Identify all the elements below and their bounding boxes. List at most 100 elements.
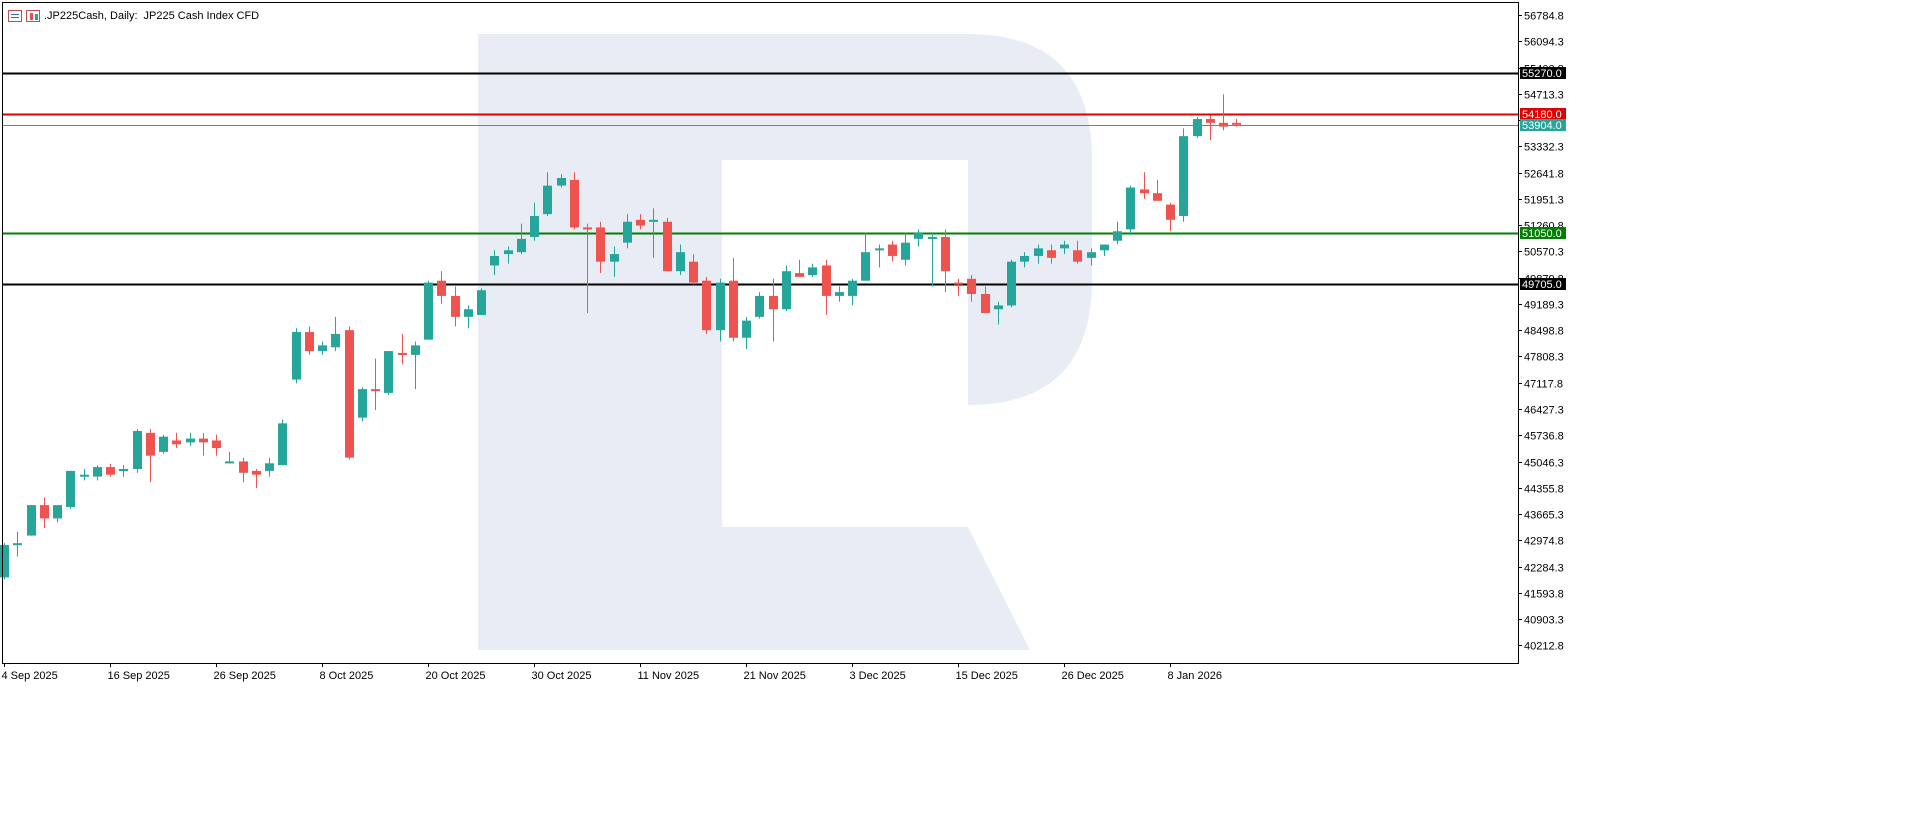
level-price-tag-text: 53904.0 (1522, 120, 1562, 132)
x-tick-label: 21 Nov 2025 (744, 670, 806, 682)
y-tick-label: 42284.3 (1524, 563, 1564, 575)
candle (331, 316, 340, 352)
y-tick-label: 41593.8 (1524, 589, 1564, 601)
candle (702, 276, 711, 334)
candle (424, 280, 433, 340)
y-tick-label: 46427.3 (1524, 405, 1564, 417)
candle (93, 465, 102, 481)
candle-body (186, 438, 195, 443)
candle-body (782, 271, 791, 310)
candle (875, 244, 884, 268)
candle (755, 292, 764, 319)
candle-body (888, 244, 897, 256)
candle (649, 208, 658, 258)
y-tick-label: 47808.3 (1524, 352, 1564, 364)
candle (451, 286, 460, 327)
candle (530, 202, 539, 241)
candle (914, 229, 923, 247)
candle-body (199, 438, 208, 443)
candle (504, 246, 513, 264)
candle-body (557, 177, 566, 186)
candle-body (755, 295, 764, 317)
watermark-counter (722, 160, 968, 405)
candle (53, 505, 62, 523)
candle (80, 468, 89, 481)
candle-body (967, 278, 976, 295)
level-price-tag-bg (1520, 67, 1566, 79)
candle (1087, 248, 1096, 266)
candle (384, 351, 393, 395)
level-price-tag-text: 51050.0 (1522, 228, 1562, 240)
candle (1126, 185, 1135, 236)
candle-body (93, 467, 102, 477)
chart-list-icon[interactable] (8, 10, 22, 22)
candle (437, 271, 446, 304)
candle (305, 326, 314, 355)
candle (239, 457, 248, 483)
level-price-tag-text: 49705.0 (1522, 279, 1562, 291)
candle (1100, 244, 1109, 256)
level-price-tag-bg (1520, 278, 1566, 290)
candle-body (1126, 187, 1135, 230)
candle (1153, 179, 1162, 201)
x-tick-label: 8 Jan 2026 (1168, 670, 1222, 682)
candle-body (504, 250, 513, 255)
candle-body (265, 463, 274, 471)
candle (1060, 240, 1069, 255)
candle (345, 326, 354, 460)
chart-bars-icon[interactable] (26, 10, 40, 22)
candle-body (292, 332, 301, 380)
y-tick-label: 48498.8 (1524, 326, 1564, 338)
candle (981, 286, 990, 314)
level-price-tag: 54180.0 (1520, 108, 1566, 121)
candle-body (278, 423, 287, 466)
candle-body (464, 309, 473, 317)
candle-body (1034, 248, 1043, 256)
candle (901, 233, 910, 266)
candle-body (384, 351, 393, 393)
candle (941, 229, 950, 293)
candle (689, 254, 698, 285)
candle (1007, 259, 1016, 308)
candle-body (596, 227, 605, 262)
candle-body (331, 333, 340, 348)
candle-body (490, 255, 499, 266)
candle-body (1020, 255, 1029, 262)
watermark-logo (478, 34, 1092, 650)
candle-body (981, 294, 990, 314)
candle-body (53, 505, 62, 519)
level-price-tag-bg (1520, 108, 1566, 120)
candle (663, 217, 672, 272)
candle (1232, 119, 1241, 127)
candle (808, 263, 817, 277)
candle-body (901, 242, 910, 260)
candle (252, 468, 261, 489)
candle-body (1140, 189, 1149, 194)
candle-body (212, 440, 221, 449)
y-tick-label: 45736.8 (1524, 431, 1564, 443)
candle (133, 429, 142, 473)
candle (278, 419, 287, 466)
candle (636, 214, 645, 230)
candle-body (676, 252, 685, 272)
candle-body (808, 267, 817, 275)
level-price-tag-bg (1520, 227, 1566, 239)
candle-body (451, 295, 460, 317)
candle-body (13, 543, 22, 546)
candle-body (133, 430, 142, 469)
candle (199, 432, 208, 456)
candle-body (583, 227, 592, 230)
level-price-tag: 51050.0 (1520, 227, 1566, 240)
candle-body (318, 345, 327, 352)
candle (225, 451, 234, 464)
candle-body (835, 292, 844, 296)
candle (119, 465, 128, 477)
candle-body (543, 185, 552, 215)
candle-body (689, 261, 698, 283)
candle (318, 341, 327, 355)
candle (769, 278, 778, 342)
candle-body (1007, 261, 1016, 306)
candle (967, 274, 976, 302)
y-tick-label: 56784.8 (1524, 11, 1564, 23)
